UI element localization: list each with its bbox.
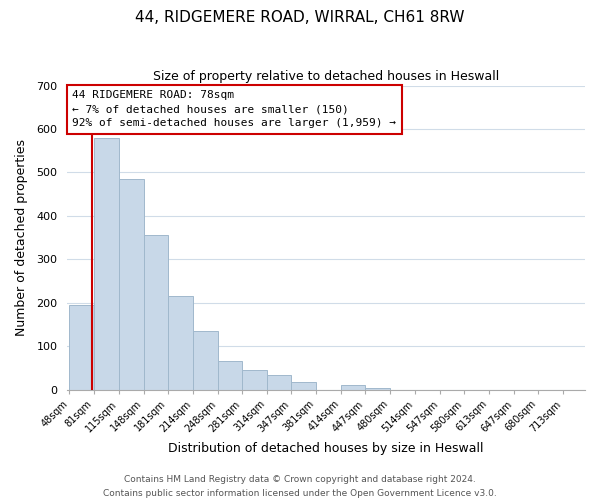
- Y-axis label: Number of detached properties: Number of detached properties: [15, 139, 28, 336]
- Bar: [267, 374, 291, 390]
- Text: 44 RIDGEMERE ROAD: 78sqm
← 7% of detached houses are smaller (150)
92% of semi-d: 44 RIDGEMERE ROAD: 78sqm ← 7% of detache…: [73, 90, 397, 128]
- X-axis label: Distribution of detached houses by size in Heswall: Distribution of detached houses by size …: [169, 442, 484, 455]
- Title: Size of property relative to detached houses in Heswall: Size of property relative to detached ho…: [153, 70, 499, 83]
- Bar: [291, 382, 316, 390]
- Text: 44, RIDGEMERE ROAD, WIRRAL, CH61 8RW: 44, RIDGEMERE ROAD, WIRRAL, CH61 8RW: [135, 10, 465, 25]
- Bar: [119, 179, 143, 390]
- Bar: [193, 331, 218, 390]
- Bar: [242, 370, 267, 390]
- Bar: [365, 388, 390, 390]
- Bar: [94, 138, 119, 390]
- Bar: [143, 235, 168, 390]
- Bar: [218, 362, 242, 390]
- Text: Contains HM Land Registry data © Crown copyright and database right 2024.
Contai: Contains HM Land Registry data © Crown c…: [103, 476, 497, 498]
- Bar: [70, 304, 94, 390]
- Bar: [168, 296, 193, 390]
- Bar: [341, 384, 365, 390]
